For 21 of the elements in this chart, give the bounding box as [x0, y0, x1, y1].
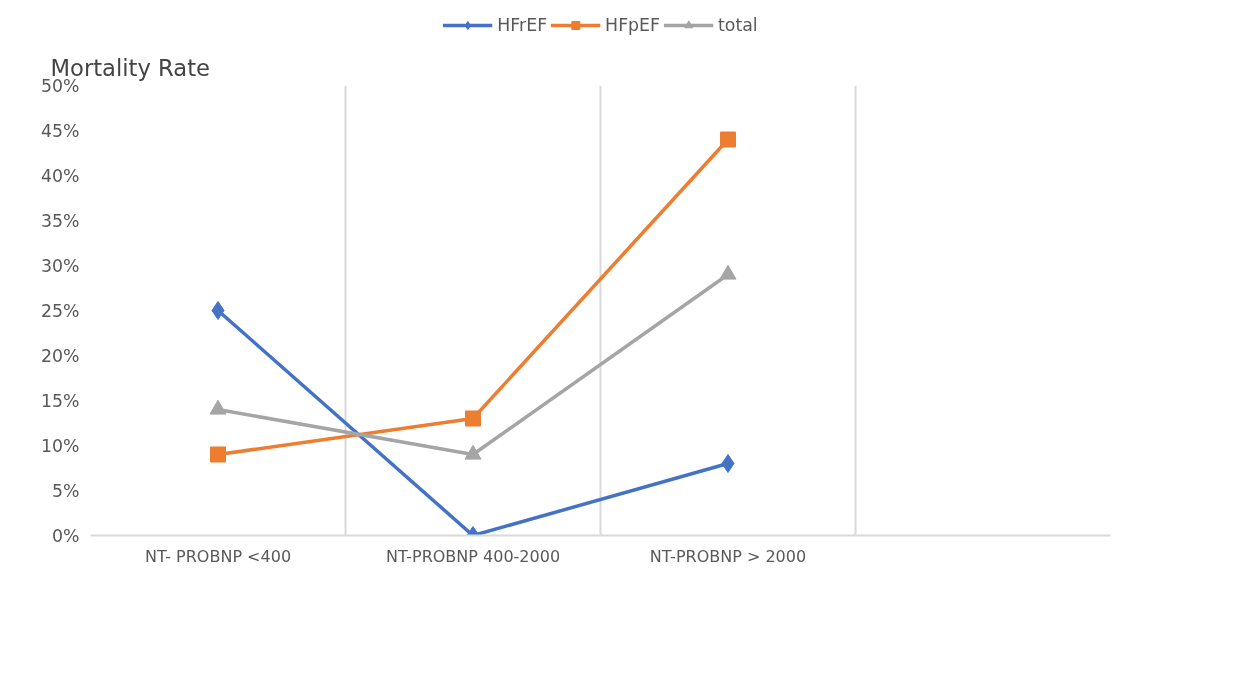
y-tick-label: 25%: [40, 300, 80, 321]
x-tick-label: NT- PROBNP <400: [144, 546, 292, 566]
y-tick-label: 40%: [40, 165, 80, 186]
x-tick-label: NT-PROBNP > 2000: [649, 546, 807, 566]
point: [720, 131, 736, 148]
legend-label: total: [718, 15, 758, 35]
legend-label: HFpEF: [605, 15, 661, 35]
point: [209, 399, 227, 415]
y-tick-label: 15%: [40, 390, 80, 411]
y-tick-label: 35%: [40, 210, 80, 231]
legend-label: HFrEF: [497, 15, 548, 35]
y-tick-label: 30%: [40, 255, 80, 276]
point: [211, 301, 225, 320]
y-tick-label: 10%: [40, 435, 80, 456]
x-tick-label: NT-PROBNP 400-2000: [385, 546, 561, 566]
point: [464, 444, 482, 460]
y-tick-label: 45%: [40, 120, 80, 141]
y-tick-label: 5%: [52, 480, 80, 501]
point: [719, 264, 737, 280]
y-tick-label: 0%: [52, 525, 80, 546]
y-tick-label: 20%: [40, 345, 80, 366]
